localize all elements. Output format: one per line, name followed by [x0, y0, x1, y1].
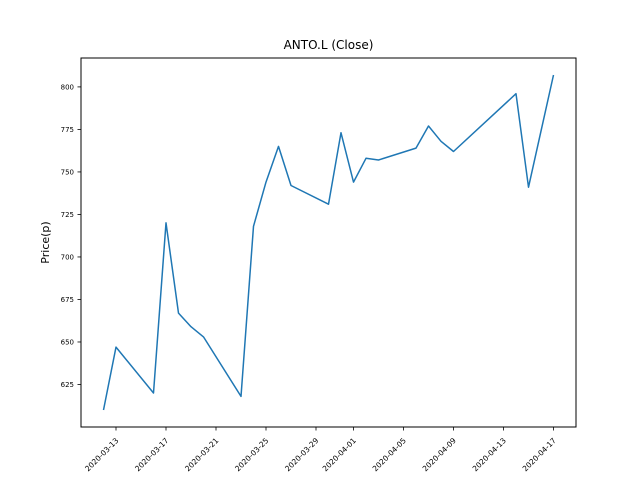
y-tick-label: 625: [61, 381, 74, 389]
y-tick-label: 675: [61, 296, 74, 304]
x-tick-label: 2020-04-13: [471, 436, 508, 473]
y-axis-label: Price(p): [39, 221, 52, 263]
y-tick-label: 700: [61, 253, 74, 261]
x-tick-label: 2020-03-29: [283, 436, 320, 473]
plot-area: 625 650 675 700 725 750 775 800 2020-03-13 2020-0…: [61, 57, 577, 473]
price-line-series: [102, 74, 555, 411]
chart-title: ANTO.L (Close): [284, 38, 374, 52]
x-tick-label: 2020-04-05: [371, 436, 408, 473]
x-tick-label: 2020-03-13: [83, 436, 120, 473]
axes-frame: [80, 57, 577, 428]
y-tick-label: 800: [61, 83, 74, 91]
x-tick-label: 2020-03-17: [133, 436, 170, 473]
x-tick-label: 2020-03-21: [183, 436, 220, 473]
x-tick-label: 2020-03-25: [233, 436, 270, 473]
y-tick-label: 725: [61, 211, 74, 219]
y-tick-label: 750: [61, 168, 74, 176]
y-tick-label: 775: [61, 126, 74, 134]
y-tick-label: 650: [61, 338, 74, 346]
x-tick-label: 2020-04-09: [421, 436, 458, 473]
x-tick-label: 2020-04-01: [321, 436, 358, 473]
x-tick-label: 2020-04-17: [521, 436, 558, 473]
